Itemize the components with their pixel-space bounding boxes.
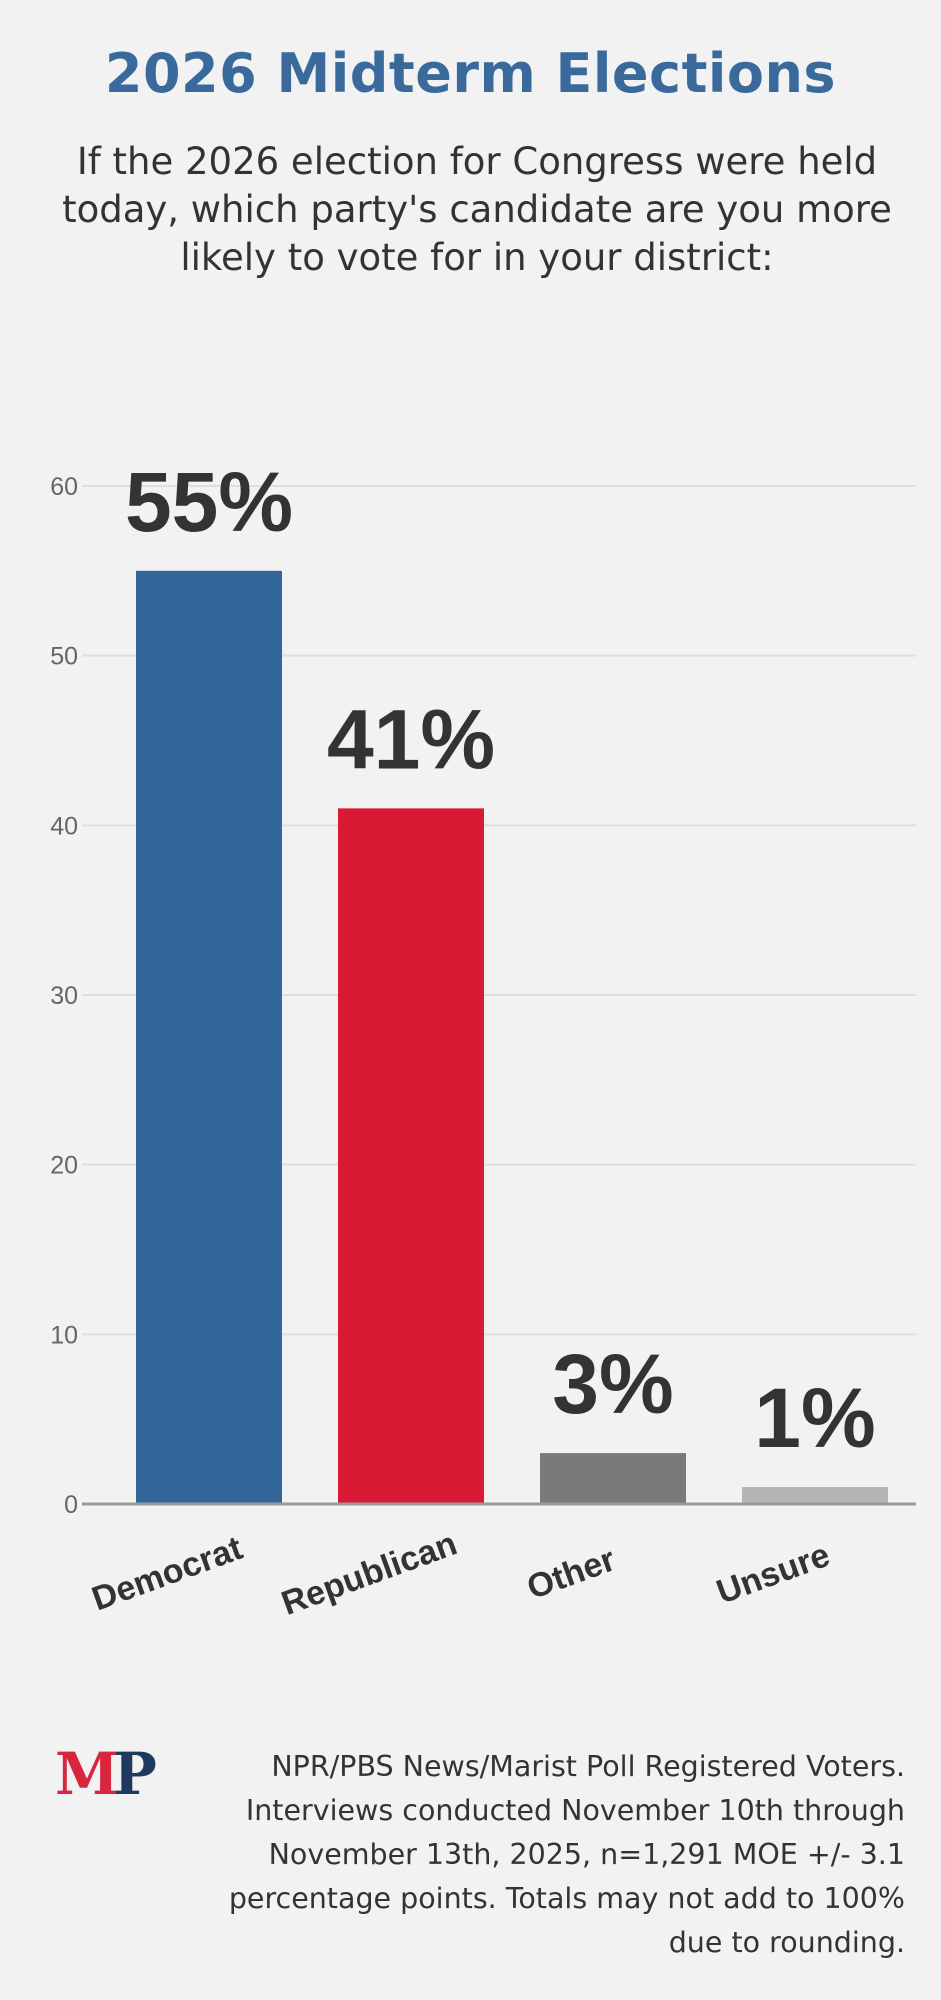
x-tick-label: Unsure <box>712 1536 835 1612</box>
bar-republican <box>338 808 484 1504</box>
bar-other <box>540 1453 686 1504</box>
y-tick-label: 10 <box>50 1321 78 1349</box>
x-tick-label: Other <box>522 1540 620 1607</box>
x-tick-label: Democrat <box>87 1529 247 1618</box>
marist-poll-logo: MP <box>55 1740 157 1808</box>
y-tick-label: 0 <box>64 1491 78 1519</box>
bar-unsure <box>742 1487 888 1504</box>
bar-chart: 0 10 20 30 40 50 60 55% Democrat 41% Republican 3% O… <box>50 455 916 1623</box>
x-tick-label: Republican <box>277 1524 462 1622</box>
source-note: NPR/PBS News/Marist Poll Registered Vote… <box>228 1750 905 1959</box>
bar-democrat <box>136 570 282 1504</box>
y-tick-label: 20 <box>50 1152 78 1180</box>
y-tick-label: 50 <box>50 643 78 671</box>
y-tick-label: 30 <box>50 982 78 1010</box>
y-tick-label: 60 <box>50 473 78 501</box>
y-tick-label: 40 <box>50 812 78 840</box>
data-label: 3% <box>552 1337 673 1431</box>
chart-title: 2026 Midterm Elections <box>104 42 837 105</box>
data-label: 1% <box>754 1371 875 1465</box>
data-label: 55% <box>125 455 293 549</box>
data-label: 41% <box>327 692 495 786</box>
chart-subtitle: If the 2026 election for Congress were h… <box>62 140 892 279</box>
